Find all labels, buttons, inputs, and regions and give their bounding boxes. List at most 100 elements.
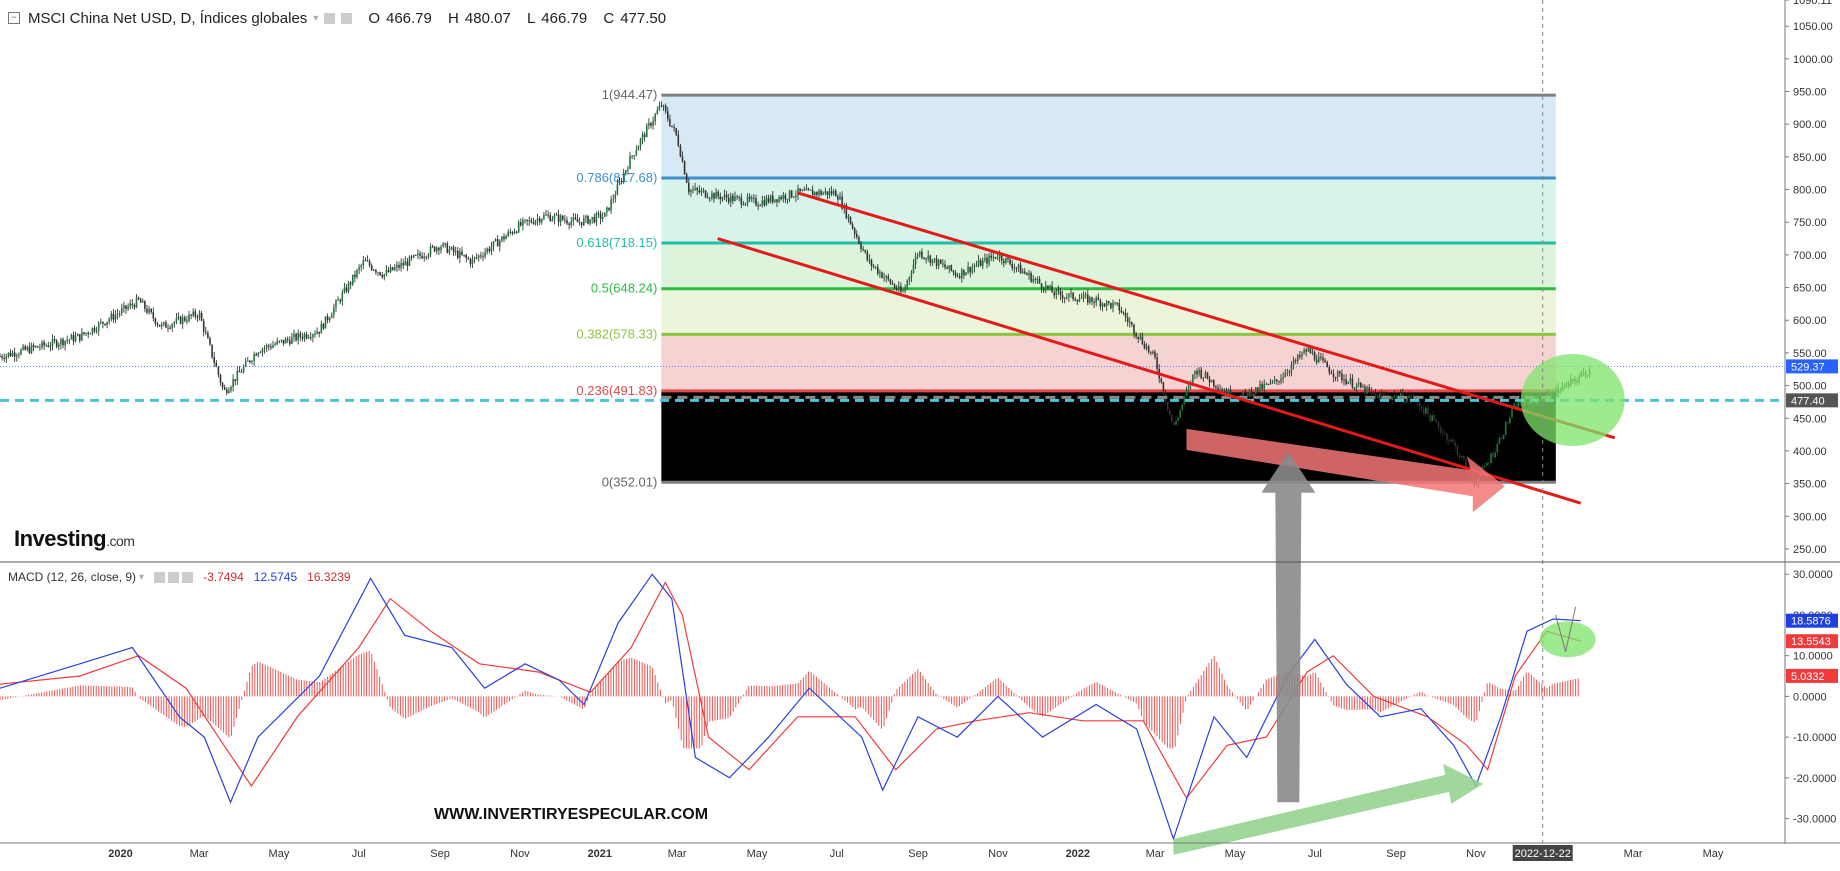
price-tick-label: 600.00: [1793, 315, 1827, 327]
candle-body: [759, 205, 761, 207]
candle-body: [889, 279, 892, 284]
candle-body: [1376, 394, 1379, 399]
time-tick-label: May: [1225, 848, 1246, 860]
eye-icon[interactable]: [154, 571, 166, 583]
settings-icon[interactable]: [168, 571, 180, 583]
candle-body: [1063, 297, 1066, 299]
candle-body: [1276, 379, 1278, 381]
candle-body: [977, 260, 980, 266]
candle-body: [496, 239, 499, 247]
candle-body: [1028, 273, 1030, 276]
candle-body: [192, 311, 194, 316]
candle-body: [1082, 294, 1085, 298]
candle-body: [1244, 390, 1247, 393]
candle-body: [255, 354, 257, 356]
candle-body: [341, 292, 344, 302]
candle-body: [727, 197, 730, 203]
symbol-legend[interactable]: − MSCI China Net USD, D, Índices globale…: [8, 8, 666, 28]
candle-body: [398, 264, 400, 268]
candle-body: [860, 243, 862, 250]
macd-legend[interactable]: MACD (12, 26, close, 9) ▾ -3.7494 12.574…: [8, 570, 351, 584]
last-price-badge-bg: [1786, 359, 1838, 374]
candle-body: [790, 190, 793, 198]
candle-body: [484, 252, 486, 257]
candle-body: [1183, 396, 1186, 405]
eye-icon[interactable]: [324, 12, 336, 24]
candle-body: [396, 264, 398, 268]
candle-body: [778, 197, 780, 203]
candle-body: [839, 196, 841, 200]
fib-band-0.5: [661, 243, 1556, 289]
candle-body: [902, 291, 904, 293]
candle-body: [795, 195, 797, 197]
candle-body: [13, 352, 16, 357]
candle-body: [249, 360, 251, 363]
time-tick-label: 2022: [1066, 848, 1090, 860]
candle-body: [364, 260, 367, 262]
candle-body: [135, 297, 138, 308]
chevron-down-icon[interactable]: ▾: [313, 12, 319, 24]
candle-body: [312, 334, 314, 338]
fib-band-0.236: [661, 334, 1556, 391]
candle-body: [459, 251, 461, 259]
candle-body: [1160, 378, 1163, 383]
candle-body: [706, 197, 709, 199]
candle-body: [1055, 290, 1058, 296]
candle-body: [1391, 397, 1394, 401]
candle-body: [587, 216, 589, 224]
candle-body: [112, 313, 115, 320]
candle-body: [1498, 437, 1501, 444]
candle-body: [608, 207, 610, 211]
candle-body: [465, 255, 467, 258]
chevron-down-icon[interactable]: ▾: [139, 571, 145, 583]
candle-body: [996, 258, 999, 260]
candle-body: [568, 223, 570, 225]
candle-body: [534, 220, 537, 224]
candle-body: [373, 269, 375, 271]
candle-body: [345, 287, 348, 292]
candle-body: [937, 259, 940, 266]
candle-body: [1433, 415, 1436, 420]
candle-body: [244, 360, 247, 367]
candle-body: [664, 105, 667, 112]
candle-body: [1446, 433, 1448, 441]
candle-body: [881, 272, 883, 278]
candle-body: [257, 352, 260, 356]
candle-body: [1395, 395, 1398, 400]
candle-body: [1118, 302, 1121, 311]
candle-body: [108, 319, 110, 322]
candle-body: [604, 212, 606, 217]
candle-body: [438, 247, 440, 251]
candle-body: [931, 259, 934, 264]
candle-body: [467, 257, 470, 260]
candle-body: [205, 331, 207, 333]
candle-body: [1095, 297, 1097, 304]
settings-icon[interactable]: [341, 12, 353, 24]
signal-value: 12.5745: [253, 570, 298, 584]
candle-body: [198, 312, 201, 318]
price-tick-label: 400.00: [1793, 446, 1827, 458]
candle-body: [232, 379, 234, 388]
close-icon[interactable]: [182, 571, 194, 583]
candle-body: [236, 370, 239, 382]
candle-body: [730, 195, 732, 203]
candle-body: [1217, 387, 1219, 391]
candle-body: [194, 311, 197, 317]
candle-body: [1408, 395, 1410, 398]
candle-body: [265, 345, 268, 348]
candle-body: [247, 360, 249, 362]
fib-label-0.618: 0.618(718.15): [576, 235, 657, 250]
candle-body: [486, 248, 488, 253]
candle-body: [272, 345, 274, 348]
candle-body: [55, 340, 58, 347]
candle-body: [975, 265, 978, 267]
candle-body: [847, 216, 850, 219]
candle-body: [576, 218, 579, 223]
candle-body: [358, 267, 360, 270]
collapse-icon[interactable]: −: [8, 12, 20, 24]
candle-body: [589, 219, 591, 224]
candle-body: [683, 161, 686, 175]
candle-body: [704, 190, 707, 198]
candle-body: [1152, 351, 1154, 353]
candle-body: [1173, 422, 1175, 425]
